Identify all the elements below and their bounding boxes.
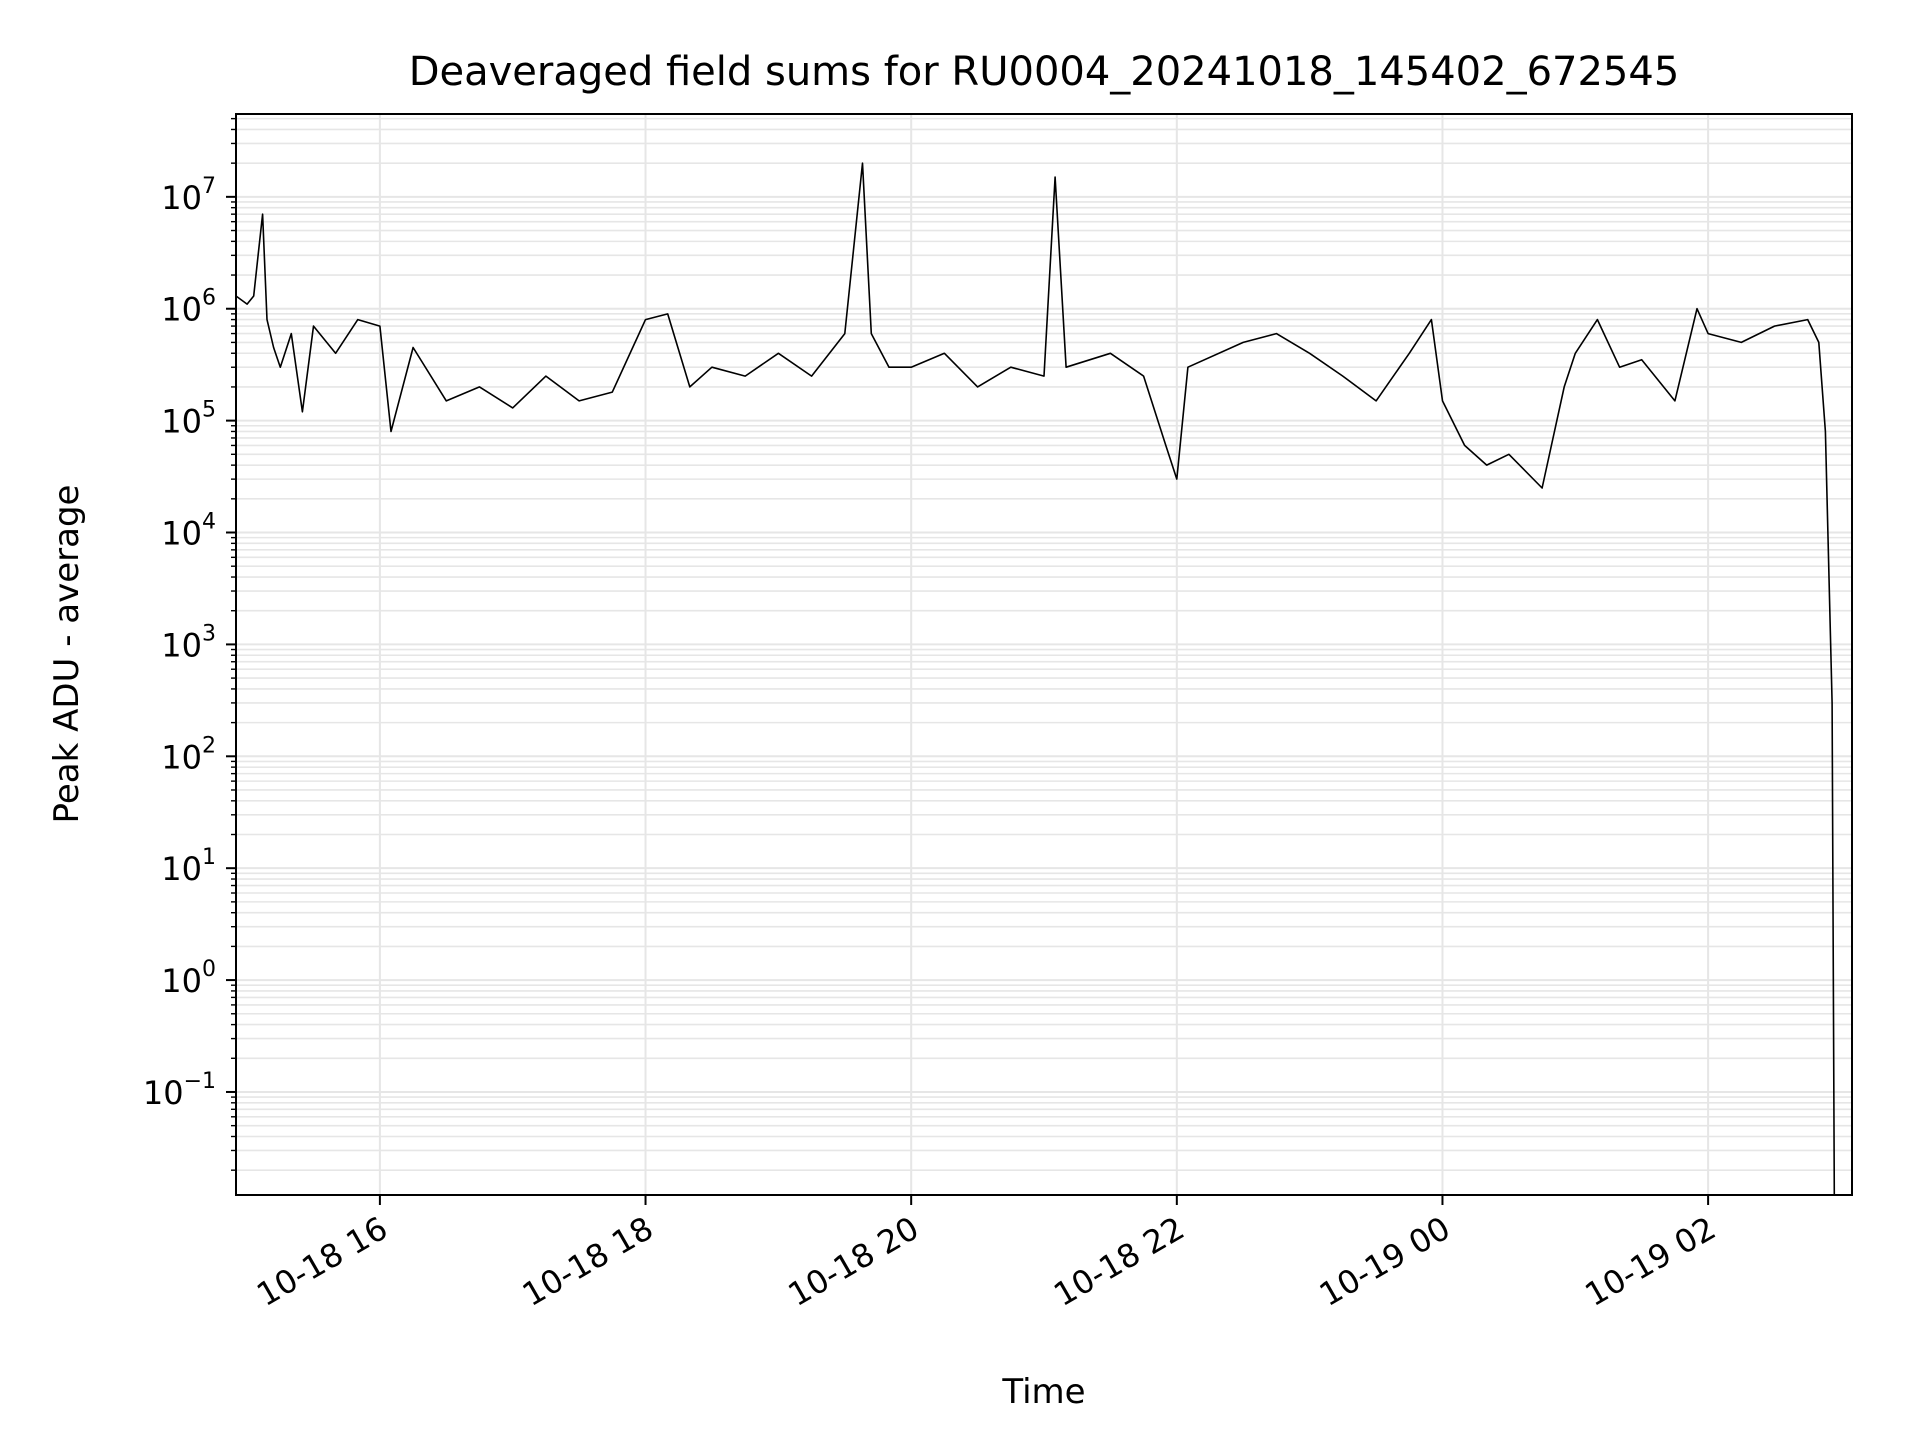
grid [236, 114, 1852, 1195]
y-tick-label: 106 [161, 286, 216, 329]
y-tick-label: 102 [161, 733, 216, 776]
y-tick-label: 105 [161, 398, 216, 441]
y-tick-label: 10−1 [143, 1069, 216, 1112]
series-layer [235, 162, 1836, 1196]
chart-title: Deaveraged field sums for RU0004_2024101… [409, 49, 1680, 95]
y-tick-label: 101 [161, 845, 216, 888]
series-line [235, 162, 1836, 1196]
y-tick-label: 107 [161, 174, 216, 217]
y-tick-label: 103 [161, 621, 216, 664]
x-axis-label: Time [1001, 1372, 1085, 1412]
plot-frame [235, 113, 1853, 1196]
y-axis-label: Peak ADU - average [47, 485, 87, 824]
y-tick-label: 104 [161, 510, 216, 553]
y-tick-label: 100 [161, 957, 216, 1000]
